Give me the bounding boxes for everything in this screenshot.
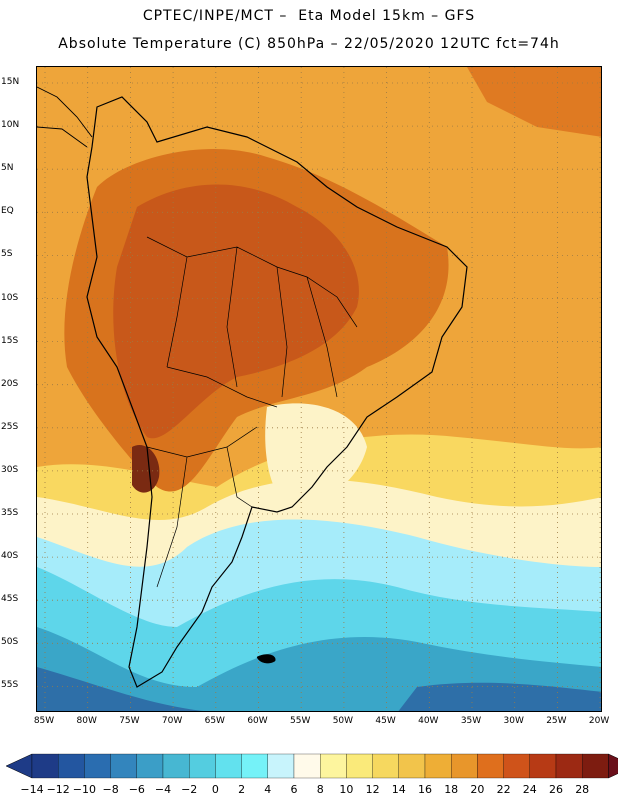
- longitude-label: 75W: [119, 716, 140, 726]
- country-borders: [146, 236, 358, 588]
- colorbar-label: 24: [522, 783, 537, 796]
- colorbar-segment: [372, 753, 399, 779]
- latitude-label: 10N: [1, 120, 20, 131]
- colorbar-segment: [293, 753, 321, 779]
- colorbar-label: 22: [496, 783, 511, 796]
- longitude-label: 50W: [332, 716, 354, 726]
- field-deep: [37, 667, 601, 711]
- latitude-label: 20S: [1, 378, 19, 389]
- latitude-label: 40S: [1, 551, 19, 562]
- latitude-label: 35S: [1, 508, 19, 518]
- field-hottest-core: [132, 445, 160, 493]
- temperature-map: [36, 66, 602, 712]
- colorbar-label: −10: [72, 783, 96, 796]
- colorbar-label: −12: [46, 783, 70, 796]
- colorbar-label: 16: [418, 783, 432, 796]
- longitude-label: 65W: [204, 716, 225, 726]
- latitude-label: 15N: [1, 77, 20, 87]
- colorbar-label: −8: [102, 783, 119, 796]
- colorbar-label: −4: [154, 783, 172, 796]
- map-title-line-1: CPTEC/INPE/MCT – Eta Model 15km – GFS: [142, 8, 476, 24]
- longitude-label: 70W: [161, 716, 183, 726]
- field-plata-cool: [265, 403, 367, 507]
- longitude-label: 45W: [375, 716, 396, 726]
- colorbar-segment: [477, 753, 504, 779]
- colorbar-label: 8: [316, 783, 324, 796]
- colorbar-label: 4: [264, 783, 272, 796]
- colorbar-segment: [346, 753, 373, 779]
- longitude-label: 80W: [76, 716, 97, 726]
- longitude-label: 25W: [546, 716, 567, 726]
- colorbar-high-arrow: [608, 753, 618, 779]
- colorbar-label: 10: [339, 783, 354, 796]
- longitude-label: 30W: [503, 716, 524, 726]
- colorbar-label: 12: [365, 783, 380, 796]
- coastline-falklands: [256, 654, 276, 664]
- colorbar-segment: [162, 753, 190, 779]
- colorbar-label: 18: [444, 783, 459, 796]
- colorbar-label: 2: [238, 783, 246, 796]
- coastline-central-america: [37, 86, 93, 148]
- colorbar-label: 0: [211, 783, 219, 796]
- longitude-label: 35W: [460, 716, 482, 726]
- colorbar-segment: [241, 753, 268, 779]
- colorbar-label: 26: [549, 783, 563, 796]
- colorbar-segment: [424, 753, 452, 779]
- colorbar-segment: [110, 753, 137, 779]
- colorbar-segment: [320, 753, 347, 779]
- latitude-label: 5S: [1, 249, 13, 260]
- map-title-line-2: Absolute Temperature (C) 850hPa – 22/05/…: [58, 36, 560, 52]
- latitude-label: 45S: [1, 594, 19, 605]
- longitude-label: 40W: [418, 716, 439, 726]
- colorbar-low-arrow: [6, 753, 33, 779]
- color-scale-bar: [6, 753, 618, 779]
- temperature-field: [37, 67, 601, 711]
- colorbar-label: −2: [181, 783, 198, 796]
- longitude-label: 60W: [247, 716, 268, 726]
- colorbar-label: 28: [575, 783, 590, 796]
- latitude-label: 15S: [1, 335, 19, 346]
- colorbar-segment: [58, 753, 85, 779]
- colorbar-label: 6: [290, 783, 298, 796]
- colorbar-segment: [398, 753, 426, 779]
- colorbar-segment: [503, 753, 530, 779]
- field-continent-hotter: [113, 184, 359, 439]
- latitude-label: 30S: [1, 464, 19, 475]
- colorbar-segment: [582, 753, 609, 779]
- longitude-label: 55W: [290, 716, 311, 726]
- latitude-label: 50S: [1, 637, 19, 648]
- colorbar-segment: [136, 753, 164, 779]
- colorbar-label: 20: [470, 783, 485, 796]
- longitude-label: 85W: [33, 716, 55, 726]
- latitude-label: 25S: [1, 421, 19, 432]
- colorbar-segment: [451, 753, 478, 779]
- colorbar-segment: [189, 753, 216, 779]
- colorbar-segment: [84, 753, 111, 779]
- colorbar-label: 14: [391, 783, 406, 796]
- latitude-label: 5N: [1, 163, 14, 174]
- latitude-label: 55S: [1, 680, 19, 691]
- coastline-south-america: [86, 96, 468, 688]
- latitude-label: EQ: [1, 206, 14, 217]
- colorbar-segment: [555, 753, 583, 779]
- colorbar-label: −14: [20, 783, 44, 796]
- colorbar-segment: [267, 753, 295, 779]
- colorbar-label: −6: [128, 783, 145, 796]
- colorbar-segment: [215, 753, 242, 779]
- field-hot-atlantic: [467, 67, 601, 137]
- colorbar-segment: [529, 753, 557, 779]
- latitude-label: 10S: [1, 292, 19, 303]
- longitude-label: 20W: [588, 716, 610, 726]
- colorbar-segment: [31, 753, 59, 779]
